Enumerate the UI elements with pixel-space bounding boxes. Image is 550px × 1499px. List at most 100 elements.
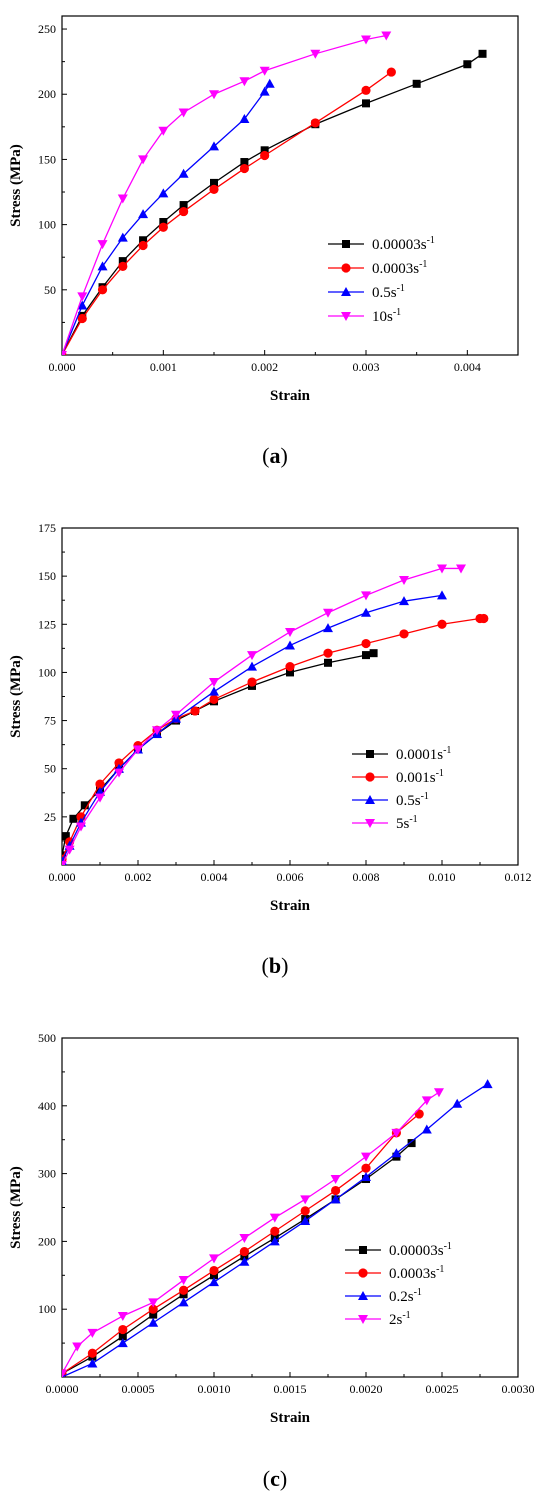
y-axis-title: Stress (MPa) bbox=[8, 1166, 24, 1249]
data-point bbox=[179, 201, 188, 210]
data-point bbox=[118, 261, 128, 271]
y-tick-label: 50 bbox=[44, 762, 56, 776]
data-point bbox=[87, 1348, 97, 1358]
series-line bbox=[62, 652, 374, 856]
data-point bbox=[209, 694, 219, 704]
data-point bbox=[95, 779, 105, 789]
y-tick-label: 100 bbox=[38, 1302, 56, 1316]
data-point bbox=[64, 845, 75, 855]
legend-marker bbox=[341, 312, 351, 321]
data-point bbox=[259, 86, 270, 96]
data-point bbox=[264, 78, 275, 88]
x-axis-title: Strain bbox=[270, 388, 311, 404]
series-1 bbox=[62, 1109, 424, 1377]
y-tick-label: 400 bbox=[38, 1099, 56, 1113]
data-point bbox=[323, 623, 333, 633]
data-point bbox=[323, 608, 333, 618]
data-point bbox=[152, 726, 162, 736]
data-point bbox=[117, 194, 128, 204]
data-point bbox=[80, 801, 89, 810]
data-point bbox=[97, 261, 108, 271]
data-point bbox=[138, 240, 148, 251]
x-tick-label: 0.0000 bbox=[46, 1382, 79, 1396]
legend-marker bbox=[341, 287, 351, 296]
x-tick-label: 0.006 bbox=[277, 870, 304, 884]
data-point bbox=[179, 1285, 189, 1295]
data-point bbox=[118, 257, 127, 266]
data-point bbox=[391, 1128, 402, 1138]
chart-panel-c: 0.0000 0.0005 0.0010 0.0015 0.0020 0.0025 0.00… bbox=[8, 1031, 535, 1491]
series-line bbox=[62, 53, 483, 355]
data-point bbox=[209, 184, 219, 195]
data-point bbox=[240, 158, 249, 167]
data-point bbox=[158, 126, 169, 136]
data-point bbox=[77, 300, 88, 310]
series-line bbox=[62, 1091, 440, 1374]
data-point bbox=[171, 710, 181, 720]
data-point bbox=[324, 658, 332, 667]
data-point bbox=[437, 564, 447, 574]
data-point bbox=[323, 648, 333, 658]
data-point bbox=[77, 292, 88, 302]
legend: 0.0001s-1 0.001s-1 0.5s-1 5s-1 bbox=[352, 745, 451, 832]
x-tick-label: 0.008 bbox=[353, 870, 380, 884]
data-point bbox=[286, 668, 294, 677]
data-point bbox=[72, 1342, 83, 1352]
data-point bbox=[117, 232, 128, 242]
data-point bbox=[148, 1304, 158, 1314]
data-point bbox=[118, 1324, 128, 1335]
plot-frame bbox=[61, 527, 519, 866]
data-point bbox=[62, 861, 67, 865]
data-point bbox=[361, 85, 371, 95]
y-tick-label: 250 bbox=[38, 22, 56, 36]
panel-label: (c) bbox=[263, 1466, 287, 1491]
y-tick-label: 200 bbox=[38, 1234, 56, 1248]
data-point bbox=[361, 35, 371, 45]
series-0 bbox=[62, 1139, 416, 1377]
series-0 bbox=[62, 49, 487, 355]
data-point bbox=[77, 313, 87, 324]
data-point bbox=[381, 31, 392, 41]
data-point bbox=[97, 285, 108, 295]
data-point bbox=[247, 677, 257, 687]
data-point bbox=[330, 1194, 341, 1204]
data-point bbox=[149, 1310, 158, 1319]
legend-marker bbox=[358, 1268, 368, 1278]
chart-panel-a: 0.000 0.001 0.002 0.003 0.004 50 100 150 200 250 S… bbox=[8, 15, 519, 468]
data-point bbox=[369, 649, 378, 658]
x-tick-label: 0.0020 bbox=[350, 1382, 383, 1396]
legend-marker bbox=[341, 263, 351, 273]
data-point bbox=[310, 118, 320, 128]
data-point bbox=[240, 1252, 249, 1261]
data-point bbox=[133, 745, 143, 755]
data-point bbox=[247, 661, 257, 671]
series-3 bbox=[62, 31, 392, 355]
series-3 bbox=[62, 564, 466, 865]
y-axis-title: Stress (MPa) bbox=[8, 655, 24, 738]
data-point bbox=[362, 651, 370, 660]
legend: 0.00003s-1 0.0003s-1 0.2s-1 2s-1 bbox=[345, 1241, 452, 1328]
data-point bbox=[300, 1206, 310, 1216]
x-tick-label: 0.010 bbox=[429, 870, 456, 884]
data-point bbox=[210, 178, 218, 187]
panel-label: (a) bbox=[262, 443, 288, 468]
data-point bbox=[399, 629, 409, 639]
legend-marker bbox=[342, 240, 350, 248]
data-point bbox=[179, 206, 189, 217]
data-point bbox=[97, 240, 108, 250]
data-point bbox=[95, 793, 105, 803]
data-point bbox=[433, 1088, 444, 1098]
legend-entry: 10s-1 bbox=[372, 307, 401, 325]
data-point bbox=[331, 1185, 341, 1196]
data-point bbox=[138, 209, 149, 219]
data-point bbox=[452, 1098, 463, 1108]
data-point bbox=[117, 1338, 128, 1348]
data-point bbox=[209, 1254, 219, 1264]
data-point bbox=[239, 1234, 250, 1244]
data-point bbox=[285, 640, 295, 650]
data-point bbox=[361, 607, 371, 617]
series-1 bbox=[62, 67, 396, 355]
legend-entry: 5s-1 bbox=[396, 814, 418, 832]
plot-area bbox=[62, 1079, 493, 1377]
data-point bbox=[87, 1328, 98, 1338]
